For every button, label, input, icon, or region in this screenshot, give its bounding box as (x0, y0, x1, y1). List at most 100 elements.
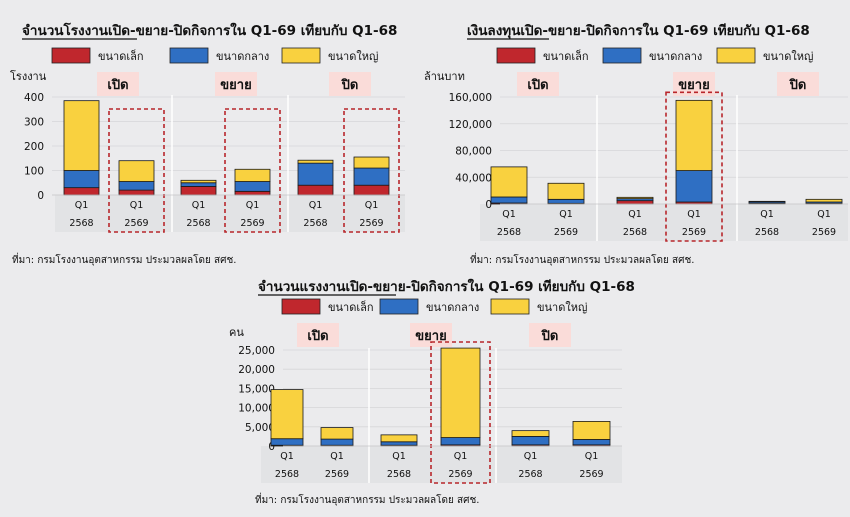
x-tick-quarter: Q1 (392, 451, 406, 462)
legend-swatch-small (51, 47, 91, 64)
bar-segment-large (270, 389, 304, 440)
legend-label-small: ขนาดเล็ก (328, 300, 374, 314)
highlight-box (224, 108, 281, 233)
section-label-bg (329, 72, 371, 96)
section-label-bg (215, 72, 257, 96)
x-tick-year: 2569 (682, 227, 706, 238)
y-tick-label: 40,000 (455, 172, 492, 184)
x-tick-year: 2568 (303, 218, 327, 229)
bar-segment-medium (180, 182, 217, 187)
chart-factories-legend: ขนาดเล็ก ขนาดกลาง ขนาดใหญ่ (51, 47, 378, 64)
section-label: เปิด (527, 78, 548, 93)
bar-segment-large (511, 430, 550, 437)
y-tick-label: 0 (268, 441, 275, 453)
bar-segment-large (180, 179, 217, 184)
section-label: ปิด (341, 78, 359, 93)
bar-segment-large (748, 200, 786, 203)
category-band-3 (496, 446, 622, 483)
chart-investment-title: เงินลงทุนเปิด-ขยาย-ปิดกิจการใน Q1-69 เที… (467, 22, 810, 39)
chart-investment-plot: 0 40,000 80,000 120,000 160,000 เปิด ขยาย ปิด Q1… (449, 72, 848, 242)
bar-segment-large (572, 421, 611, 440)
x-tick-quarter: Q1 (130, 200, 144, 211)
bar-segment-medium (547, 198, 585, 204)
section-label: ปิด (789, 78, 807, 93)
category-band-2 (597, 204, 737, 241)
x-tick-year: 2569 (579, 469, 603, 480)
legend-label-large: ขนาดใหญ่ (328, 50, 378, 63)
chart-factories-title: จำนวนโรงงานเปิด-ขยาย-ปิดกิจการใน Q1-69 เ… (22, 21, 397, 39)
highlight-box (343, 108, 400, 233)
bar-segment-large (490, 166, 528, 198)
section-label: ขยาย (415, 329, 446, 344)
bar-segment-large (63, 100, 100, 171)
bar-segment-large (320, 427, 354, 440)
legend-label-small: ขนาดเล็ก (98, 49, 144, 63)
legend-swatch-large (716, 47, 756, 64)
x-tick-year: 2568 (387, 469, 411, 480)
x-tick-quarter: Q1 (760, 209, 774, 220)
bar-segment-medium (63, 170, 100, 189)
bar-segment-large (440, 347, 481, 438)
y-tick-label: 200 (24, 141, 44, 153)
category-band-1 (480, 204, 597, 241)
y-tick-label: 20,000 (238, 364, 275, 376)
chart-workers-ylabel: คน (229, 326, 244, 339)
x-tick-year: 2568 (186, 218, 210, 229)
bar-segment-large (675, 99, 713, 171)
legend-label-small: ขนาดเล็ก (543, 49, 589, 63)
y-tick-label: 120,000 (449, 119, 492, 131)
legend-swatch-large (490, 298, 530, 315)
legend-item-large: ขนาดใหญ่ (490, 298, 587, 315)
section-label: ขยาย (220, 78, 251, 93)
x-tick-quarter: Q1 (454, 451, 468, 462)
x-tick-quarter: Q1 (246, 200, 260, 211)
bar-segment-medium (320, 438, 354, 446)
x-tick-year: 2568 (69, 218, 93, 229)
chart-factories-ylabel: โรงงาน (10, 69, 47, 83)
y-tick-label: 10,000 (238, 403, 275, 415)
x-tick-year: 2569 (124, 218, 148, 229)
x-tick-quarter: Q1 (502, 209, 516, 220)
legend-item-large: ขนาดใหญ่ (281, 47, 378, 64)
highlight-box (665, 91, 723, 242)
bar-segment-large (234, 168, 271, 182)
bar-segment-large (547, 182, 585, 200)
section-label: เปิด (307, 329, 328, 344)
x-tick-year: 2569 (448, 469, 472, 480)
bar-segment-medium (440, 437, 481, 446)
bar-segment-small (180, 186, 217, 196)
bar-segment-small (616, 200, 654, 205)
x-tick-quarter: Q1 (817, 209, 831, 220)
y-tick-label: 100 (24, 166, 44, 178)
bar-segment-medium (118, 181, 155, 191)
legend-label-medium: ขนาดกลาง (649, 50, 702, 63)
bar-segment-small (118, 189, 155, 196)
legend-label-large: ขนาดใหญ่ (763, 50, 813, 63)
legend-swatch-small (281, 298, 321, 315)
bar-segment-large (380, 434, 418, 443)
x-tick-quarter: Q1 (559, 209, 573, 220)
x-tick-year: 2569 (325, 469, 349, 480)
highlight-box (430, 341, 491, 484)
bar-segment-large (805, 198, 843, 203)
y-tick-label: 400 (24, 92, 44, 104)
category-band-3 (288, 195, 405, 232)
category-band-1 (55, 195, 172, 232)
x-tick-year: 2568 (755, 227, 779, 238)
source-note-factories: ที่มา: กรมโรงงานอุตสาหกรรม ประมวลผลโดย ส… (12, 252, 236, 266)
legend-swatch-medium (602, 47, 642, 64)
x-tick-year: 2569 (359, 218, 383, 229)
section-label: ขยาย (678, 78, 709, 93)
legend-swatch-small (496, 47, 536, 64)
bar-segment-small (353, 184, 390, 196)
chart-investment: เงินลงทุนเปิด-ขยาย-ปิดกิจการใน Q1-69 เที… (424, 22, 848, 242)
bar-segment-large (297, 159, 334, 164)
chart-workers-plot: 0 5,000 10,000 15,000 20,000 25,000 เปิด ขยาย ปิ… (238, 323, 622, 484)
section-label-bg (297, 323, 339, 347)
x-tick-year: 2568 (623, 227, 647, 238)
bar-segment-medium (572, 439, 611, 446)
chart-workers-legend: ขนาดเล็ก ขนาดกลาง ขนาดใหญ่ (281, 298, 587, 315)
x-tick-year: 2568 (275, 469, 299, 480)
bar-segment-medium (353, 167, 390, 186)
x-tick-year: 2569 (554, 227, 578, 238)
